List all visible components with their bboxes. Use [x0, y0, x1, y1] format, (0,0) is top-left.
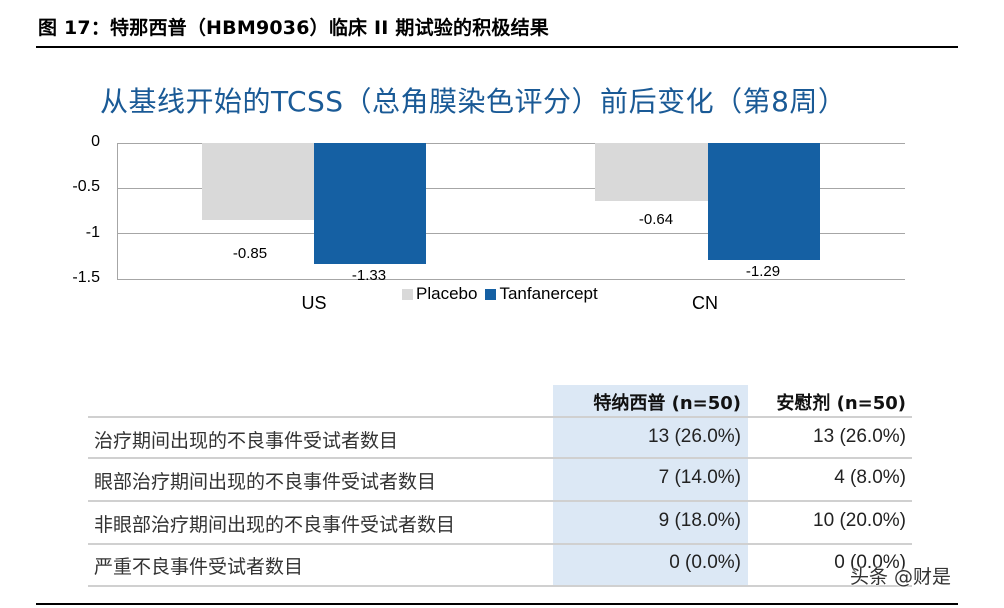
- table-divider: [88, 457, 912, 459]
- table-divider: [88, 500, 912, 502]
- table-row: 非眼部治疗期间出现的不良事件受试者数目 9 (18.0%) 10 (20.0%): [88, 502, 912, 543]
- row-placebo-value: 10 (20.0%): [813, 510, 906, 531]
- label-cn-tanfanercept: -1.29: [745, 263, 781, 280]
- header-placebo: 安慰剂 (n=50): [776, 393, 906, 414]
- label-us-tanfanercept: -1.33: [351, 267, 387, 284]
- gridline-0: [117, 143, 905, 144]
- row-drug-value: 13 (26.0%): [648, 426, 741, 447]
- row-placebo-value: 4 (8.0%): [834, 467, 906, 488]
- header-drug: 特纳西普 (n=50): [593, 393, 741, 414]
- chart-title: 从基线开始的TCSS（总角膜染色评分）前后变化（第8周）: [100, 85, 847, 118]
- tanfanercept-swatch-icon: [485, 288, 497, 300]
- row-placebo-value: 13 (26.0%): [813, 426, 906, 447]
- x-category-cn: CN: [692, 293, 718, 313]
- title-divider: [36, 46, 958, 48]
- y-tick-minus-0-5: -0.5: [72, 178, 100, 195]
- legend-label-tanfanercept: Tanfanercept: [499, 284, 598, 303]
- plot-area: [117, 143, 905, 280]
- bar-cn-placebo: [595, 143, 708, 201]
- bar-us-placebo: [202, 143, 314, 220]
- legend-label-placebo: Placebo: [416, 284, 478, 303]
- chart-legend: Placebo Tanfanercept: [402, 284, 602, 304]
- table-divider: [88, 543, 912, 545]
- row-label: 眼部治疗期间出现的不良事件受试者数目: [94, 471, 437, 493]
- row-drug-value: 7 (14.0%): [658, 467, 741, 488]
- watermark: 头条 @财是: [850, 566, 952, 588]
- figure-title: 图 17：特那西普（HBM9036）临床 II 期试验的积极结果: [38, 17, 549, 39]
- legend-item-placebo: Placebo: [402, 284, 477, 304]
- y-tick-0: 0: [91, 133, 100, 150]
- gridline-minus-1-5: [117, 279, 905, 280]
- row-drug-value: 0 (0.0%): [669, 552, 741, 573]
- table-divider: [88, 416, 912, 418]
- label-us-placebo: -0.85: [232, 245, 268, 262]
- gridline-minus-0-5: [117, 188, 905, 189]
- bar-us-tanfanercept: [314, 143, 426, 264]
- row-drug-value: 9 (18.0%): [658, 510, 741, 531]
- row-label: 非眼部治疗期间出现的不良事件受试者数目: [94, 514, 456, 536]
- y-tick-minus-1: -1: [85, 224, 100, 241]
- x-category-us: US: [301, 293, 327, 313]
- row-label: 治疗期间出现的不良事件受试者数目: [94, 430, 399, 452]
- bottom-divider: [36, 603, 958, 605]
- highlight-column: [553, 385, 748, 585]
- bar-cn-tanfanercept: [708, 143, 820, 260]
- legend-item-tanfanercept: Tanfanercept: [485, 284, 598, 304]
- placebo-swatch-icon: [402, 288, 413, 300]
- table-divider: [88, 585, 912, 587]
- row-label: 严重不良事件受试者数目: [94, 556, 304, 578]
- row-placebo-value: 0 (0.0%): [834, 552, 906, 573]
- table-header: 特纳西普 (n=50) 安慰剂 (n=50): [88, 385, 912, 417]
- label-cn-placebo: -0.64: [638, 211, 674, 228]
- gridline-minus-1: [117, 233, 905, 234]
- y-axis-line: [117, 143, 118, 279]
- table-row: 眼部治疗期间出现的不良事件受试者数目 7 (14.0%) 4 (8.0%): [88, 459, 912, 500]
- table-row: 严重不良事件受试者数目 0 (0.0%) 0 (0.0%): [88, 545, 912, 585]
- table-row: 治疗期间出现的不良事件受试者数目 13 (26.0%) 13 (26.0%): [88, 417, 912, 458]
- y-tick-minus-1-5: -1.5: [72, 269, 100, 286]
